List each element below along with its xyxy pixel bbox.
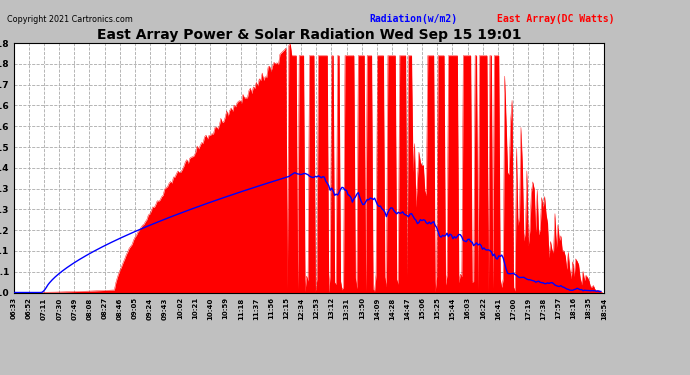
Text: Copyright 2021 Cartronics.com: Copyright 2021 Cartronics.com <box>7 15 132 24</box>
Text: Radiation(w/m2): Radiation(w/m2) <box>369 14 457 24</box>
Text: East Array(DC Watts): East Array(DC Watts) <box>497 14 614 24</box>
Title: East Array Power & Solar Radiation Wed Sep 15 19:01: East Array Power & Solar Radiation Wed S… <box>97 28 521 42</box>
